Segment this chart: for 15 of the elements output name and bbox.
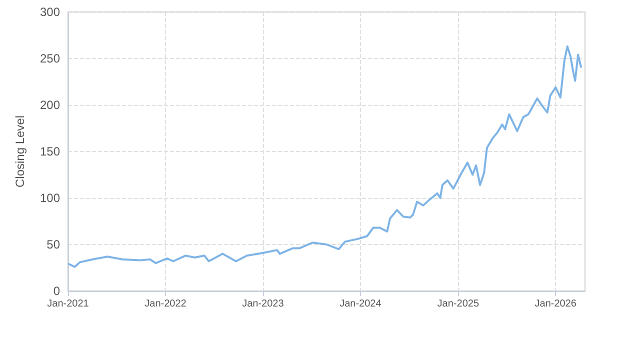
- x-tick-label: Jan-2026: [534, 298, 577, 310]
- x-tick-label: Jan-2025: [437, 298, 480, 310]
- y-tick-label: 200: [40, 98, 60, 112]
- x-tick-label: Jan-2024: [340, 298, 382, 310]
- line-series: [68, 45, 582, 268]
- y-tick-label: 0: [53, 284, 60, 298]
- y-axis-title: Closing Level: [13, 115, 27, 188]
- y-tick-label: 50: [46, 238, 60, 252]
- x-tick-label: Jan-2022: [144, 298, 187, 310]
- x-tick-label: Jan-2021: [47, 298, 90, 310]
- y-tick-label: 150: [40, 144, 60, 158]
- x-tick-label: Jan-2023: [242, 298, 284, 310]
- y-tick-label: 300: [40, 5, 60, 19]
- y-tick-label: 100: [40, 191, 60, 205]
- y-tick-label: 250: [40, 52, 60, 66]
